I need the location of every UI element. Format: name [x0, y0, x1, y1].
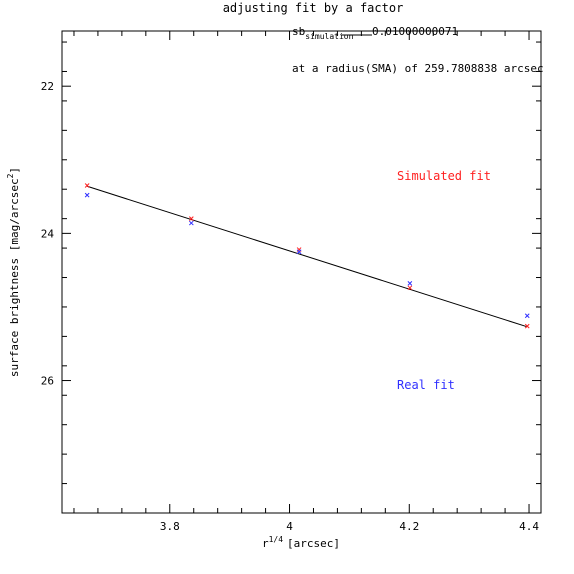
- x-tick-label: 4.2: [399, 520, 419, 533]
- fit-line: [86, 185, 528, 328]
- x-tick-label: 4: [286, 520, 293, 533]
- simulated-point: [524, 323, 530, 329]
- y-axis-label-sup: 2: [6, 173, 15, 178]
- plot-frame: [61, 30, 542, 514]
- y-axis-label-main: surface brightness [mag/arcsec: [8, 178, 21, 377]
- x-axis-label-unit: [arcsec]: [287, 537, 340, 550]
- x-axis-label-sup: 1/4: [269, 535, 284, 544]
- sb-annotation: sbsimulation: [292, 25, 354, 41]
- y-axis-label: surface brightness [mag/arcsec2]: [6, 167, 21, 377]
- y-axis-label-end: ]: [8, 167, 21, 174]
- data-points: [84, 183, 530, 329]
- axis-ticks: [62, 31, 541, 514]
- y-tick-label: 24: [41, 227, 55, 240]
- radius-annotation: at a radius(SMA) of 259.7808838 arcsec: [292, 62, 544, 75]
- real-point: [84, 192, 90, 198]
- sb-subscript: simulation: [305, 32, 353, 41]
- x-tick-label: 4.4: [519, 520, 539, 533]
- x-axis-label: r1/4 [arcsec]: [262, 535, 340, 550]
- real-point: [524, 313, 530, 319]
- real-point: [188, 220, 194, 226]
- x-tick-label: 3.8: [160, 520, 180, 533]
- chart-title: adjusting fit by a factor: [223, 1, 404, 15]
- simulated-point: [84, 183, 90, 188]
- simulated-point: [407, 285, 413, 291]
- legend-simulated: Simulated fit: [397, 169, 491, 183]
- x-axis-label-main: r: [262, 537, 269, 550]
- y-tick-label: 22: [41, 80, 54, 93]
- y-tick-label: 26: [41, 375, 54, 388]
- real-point: [296, 249, 302, 255]
- legend-real: Real fit: [397, 378, 455, 392]
- real-point: [407, 281, 413, 286]
- simulated-point: [188, 216, 194, 222]
- axis-tick-labels: 3.8 4 4.2 4.4 22 24 26: [41, 80, 540, 533]
